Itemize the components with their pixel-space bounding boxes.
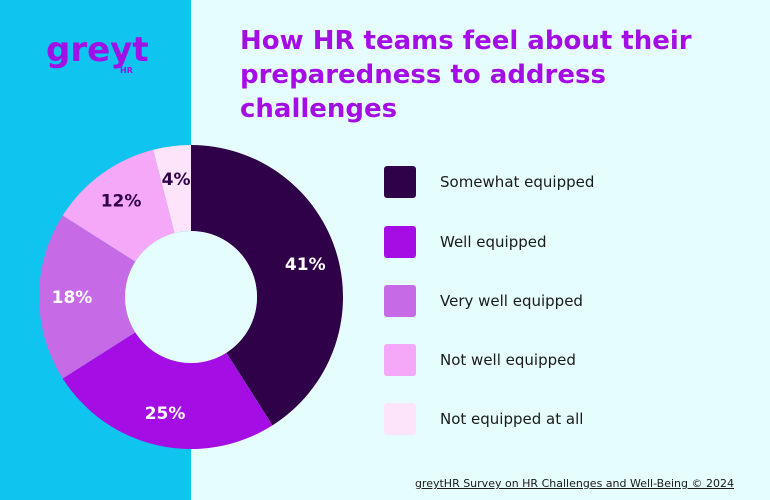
donut-slice <box>153 145 191 234</box>
legend-swatch <box>384 403 416 435</box>
legend-item: Not well equipped <box>384 344 704 378</box>
slice-data-label: 12% <box>101 192 142 212</box>
slice-data-label: 41% <box>285 255 326 275</box>
donut-slice <box>62 332 273 450</box>
slice-data-label: 4% <box>162 170 191 190</box>
chart-title: How HR teams feel about their preparedne… <box>240 26 692 124</box>
legend-item: Somewhat equipped <box>384 166 704 200</box>
donut-slice <box>39 215 136 379</box>
legend-label: Very well equipped <box>440 292 583 310</box>
slice-data-label: 18% <box>52 288 93 308</box>
legend-label: Well equipped <box>440 233 547 251</box>
source-footnote[interactable]: greytHR Survey on HR Challenges and Well… <box>414 477 734 490</box>
legend-swatch <box>384 226 416 258</box>
legend-item: Very well equipped <box>384 285 704 319</box>
legend-item: Not equipped at all <box>384 403 704 437</box>
legend-item: Well equipped <box>384 226 704 260</box>
donut-hole <box>125 231 257 363</box>
donut-slice <box>62 149 175 262</box>
legend-label: Not well equipped <box>440 351 576 369</box>
logo-wordmark: greyt <box>46 30 149 70</box>
slice-data-label: 25% <box>145 404 186 424</box>
legend-label: Somewhat equipped <box>440 173 595 191</box>
donut-slice <box>191 145 344 426</box>
legend-swatch <box>384 285 416 317</box>
legend-swatch <box>384 166 416 198</box>
legend-label: Not equipped at all <box>440 410 584 428</box>
greythr-logo: greyt HR <box>46 30 156 80</box>
logo-subtext: HR <box>120 66 133 75</box>
legend-swatch <box>384 344 416 376</box>
